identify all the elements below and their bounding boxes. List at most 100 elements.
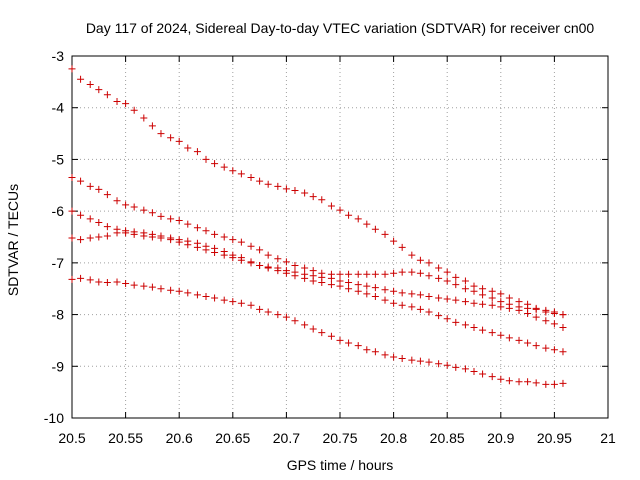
data-point	[77, 236, 85, 244]
data-point	[291, 317, 299, 325]
data-point	[148, 122, 156, 130]
data-point	[425, 308, 433, 316]
data-point	[371, 270, 379, 278]
data-point	[425, 259, 433, 267]
data-point	[425, 358, 433, 366]
data-point	[211, 160, 219, 168]
data-point	[505, 334, 513, 342]
data-point	[184, 289, 192, 297]
data-point	[542, 380, 550, 388]
data-point	[86, 80, 94, 88]
data-point	[435, 312, 443, 320]
data-point	[505, 304, 513, 312]
data-point	[318, 196, 326, 204]
y-tick-label: -10	[44, 410, 64, 426]
data-point	[103, 232, 111, 240]
data-point	[443, 295, 451, 303]
data-point	[381, 230, 389, 238]
data-point	[479, 326, 487, 334]
data-point	[398, 268, 406, 276]
data-point	[291, 261, 299, 269]
data-point	[291, 272, 299, 280]
data-point	[122, 100, 130, 108]
data-point	[140, 229, 148, 237]
data-point	[398, 243, 406, 251]
data-point	[122, 280, 130, 288]
data-point	[363, 282, 371, 290]
data-point	[408, 303, 416, 311]
data-point	[408, 268, 416, 276]
data-point	[113, 98, 121, 106]
x-tick-label: 20.8	[380, 430, 407, 446]
series-track-4	[68, 227, 567, 356]
data-point	[363, 290, 371, 298]
data-point	[416, 305, 424, 313]
data-point	[77, 177, 85, 185]
y-tick-label: -8	[52, 307, 65, 323]
data-point	[532, 305, 540, 313]
data-point	[532, 313, 540, 321]
data-point	[140, 282, 148, 290]
y-tick-label: -5	[52, 151, 65, 167]
data-point	[130, 203, 138, 211]
data-point	[327, 332, 335, 340]
data-point	[435, 360, 443, 368]
data-point	[559, 324, 567, 331]
series-track-3	[68, 207, 567, 331]
data-point	[140, 114, 148, 122]
data-point	[461, 321, 469, 329]
data-point	[130, 281, 138, 289]
data-point	[452, 296, 460, 304]
data-point	[274, 267, 282, 275]
data-point	[301, 274, 309, 282]
data-point	[559, 379, 567, 387]
data-point	[461, 285, 469, 293]
data-point	[247, 242, 255, 250]
data-point	[193, 291, 201, 299]
data-point	[524, 310, 532, 318]
data-point	[95, 86, 103, 94]
series-track-1	[68, 65, 567, 319]
data-point	[470, 299, 478, 307]
data-point	[77, 274, 85, 282]
data-point	[103, 279, 111, 287]
data-point	[416, 256, 424, 264]
data-point	[416, 357, 424, 365]
data-point	[371, 348, 379, 356]
y-tick-label: -6	[52, 203, 65, 219]
data-point	[479, 370, 487, 378]
x-tick-label: 20.65	[215, 430, 250, 446]
y-tick-label: -7	[52, 255, 65, 271]
data-point	[229, 298, 237, 306]
data-point	[113, 197, 121, 205]
data-point	[237, 170, 245, 178]
data-point	[336, 336, 344, 344]
data-point	[354, 287, 362, 295]
data-point	[354, 281, 362, 289]
data-point	[175, 216, 183, 224]
data-point	[103, 191, 111, 199]
data-point	[184, 237, 192, 245]
data-point	[202, 242, 210, 250]
data-point	[68, 275, 76, 283]
x-tick-label: 20.9	[487, 430, 514, 446]
data-point	[229, 167, 237, 175]
data-point	[470, 287, 478, 295]
data-point	[229, 236, 237, 244]
data-point	[291, 186, 299, 194]
data-point	[488, 301, 496, 309]
data-point	[505, 294, 513, 302]
data-point	[86, 276, 94, 284]
data-point	[488, 294, 496, 302]
data-point	[497, 375, 505, 383]
data-point	[425, 272, 433, 280]
data-point	[274, 311, 282, 319]
data-point	[408, 251, 416, 259]
data-point	[264, 264, 272, 272]
data-point	[550, 320, 558, 328]
data-point	[282, 185, 290, 193]
data-point	[470, 367, 478, 375]
data-point	[416, 269, 424, 277]
data-point	[345, 339, 353, 347]
data-point	[408, 290, 416, 298]
